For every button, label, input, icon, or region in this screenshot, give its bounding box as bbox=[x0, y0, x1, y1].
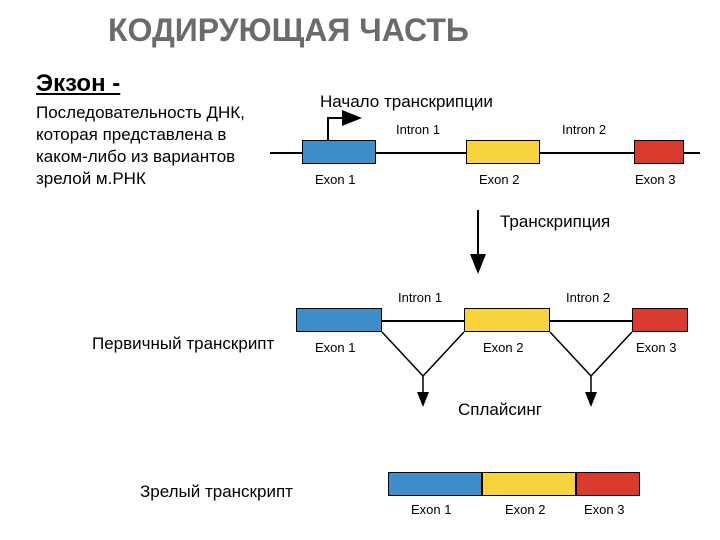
arrow-layer bbox=[0, 0, 720, 540]
